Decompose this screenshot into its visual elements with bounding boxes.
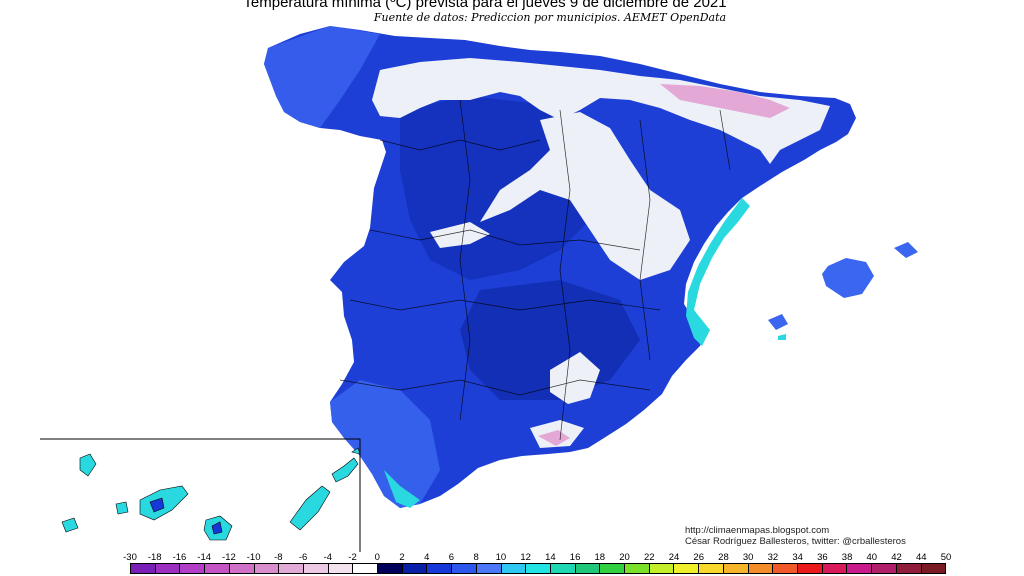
legend-swatch <box>872 564 897 573</box>
legend-swatch <box>402 564 428 573</box>
legend-tick-label: 16 <box>569 552 581 563</box>
canary-islands <box>61 447 361 541</box>
legend-tick-label: 2 <box>399 552 405 563</box>
legend-tick-label: -6 <box>298 552 308 563</box>
central-system-cold-zone <box>430 222 490 248</box>
legend-swatch <box>797 564 823 573</box>
legend-tick-label: 0 <box>374 552 380 563</box>
legend-tick-label: 28 <box>718 552 729 563</box>
map-subtitle: Fuente de datos: Prediccion por municipi… <box>373 11 727 24</box>
province-borders <box>339 99 731 441</box>
legend-swatch <box>773 564 798 573</box>
legend-swatch <box>625 564 650 573</box>
legend-swatch <box>822 564 848 573</box>
southwest-band <box>330 380 440 508</box>
sierra-nevada-cold-zone <box>550 352 600 404</box>
legend-swatch <box>649 564 675 573</box>
legend-swatch <box>279 564 304 573</box>
legend-tick-label: -2 <box>348 552 357 563</box>
legend-tick-label: 32 <box>767 552 779 563</box>
legend-swatch <box>526 564 551 573</box>
southwest-warm-fringe <box>384 470 420 508</box>
balearic-menorca <box>894 242 918 258</box>
legend-tick-label: -14 <box>197 552 212 563</box>
legend-tick-label: 12 <box>520 552 531 563</box>
legend-tick-label: 26 <box>693 552 705 563</box>
legend-color-bar <box>130 563 946 574</box>
legend-tick-label: 22 <box>643 552 655 563</box>
map-title: Temperatura mínima (ºC) prevista para el… <box>243 0 727 11</box>
west-coast-band <box>264 26 380 128</box>
legend-tick-label: -18 <box>147 552 162 563</box>
legend-labels: -30 -18 -16 -14 -12 -10 -8 -6 -4 -2 0 2 4 6 8 10 12 14 16 1… <box>0 552 1024 564</box>
legend-swatch <box>575 564 601 573</box>
baetic-frost-zone <box>538 430 570 446</box>
legend-tick-label: 30 <box>742 552 754 563</box>
iberian-range-cold-zone <box>480 112 690 280</box>
legend-tick-label: 42 <box>891 552 902 563</box>
legend-tick-label: 10 <box>495 552 507 563</box>
legend-tick-label: 34 <box>792 552 803 563</box>
legend-swatch <box>921 564 946 573</box>
legend-swatch <box>155 564 181 573</box>
legend-swatch <box>748 564 774 573</box>
legend-tick-label: -4 <box>323 552 333 563</box>
legend-tick-label: 14 <box>545 552 556 563</box>
legend-tick-label: 36 <box>817 552 828 563</box>
legend-swatch <box>254 564 280 573</box>
east-coast-warm-fringe <box>686 198 750 346</box>
legend-swatch <box>600 564 626 573</box>
legend-tick-label: 18 <box>594 552 606 563</box>
balearic-formentera <box>778 334 786 340</box>
legend-swatch <box>674 564 700 573</box>
cantabrian-cold-zone <box>372 58 830 164</box>
legend-tick-label: 6 <box>448 552 455 563</box>
balearic-mallorca <box>822 258 874 298</box>
legend-swatch <box>353 564 379 573</box>
legend-tick-label: -12 <box>222 552 236 563</box>
legend-swatch <box>550 564 576 573</box>
legend-tick-label: 50 <box>940 552 952 563</box>
legend-tick-label: 24 <box>668 552 680 563</box>
legend-tick-label: -10 <box>246 552 261 563</box>
legend-swatch <box>180 564 206 573</box>
legend-swatch <box>131 564 156 573</box>
legend-swatch <box>476 564 502 573</box>
legend-swatch <box>452 564 477 573</box>
legend-swatch <box>427 564 453 573</box>
canary-inset-frame <box>40 438 361 552</box>
legend-swatch <box>205 564 230 573</box>
legend-tick-label: 8 <box>473 552 479 563</box>
legend-swatch <box>229 564 255 573</box>
legend-tick-label: 4 <box>424 552 430 563</box>
legend-tick-label: -30 <box>123 552 137 563</box>
legend-tick-label: 44 <box>915 552 927 563</box>
legend-swatch <box>699 564 724 573</box>
legend-swatch <box>723 564 749 573</box>
legend-swatch <box>378 564 403 573</box>
legend-tick-label: 40 <box>866 552 878 563</box>
legend-swatch <box>501 564 527 573</box>
legend-tick-label: -16 <box>172 552 187 563</box>
legend-swatch <box>303 564 329 573</box>
legend-tick-label: -8 <box>274 552 283 563</box>
legend-swatch <box>847 564 873 573</box>
balearic-ibiza <box>768 314 788 330</box>
legend-swatch <box>896 564 922 573</box>
pyrenees-frost <box>660 84 790 118</box>
legend-tick-label: 38 <box>841 552 853 563</box>
legend-tick-label: 20 <box>619 552 630 563</box>
author-credit: César Rodríguez Ballesteros, twitter: @c… <box>685 536 906 547</box>
blog-credit: http://climaenmapas.blogspot.com <box>685 525 830 536</box>
legend-swatch <box>328 564 354 573</box>
